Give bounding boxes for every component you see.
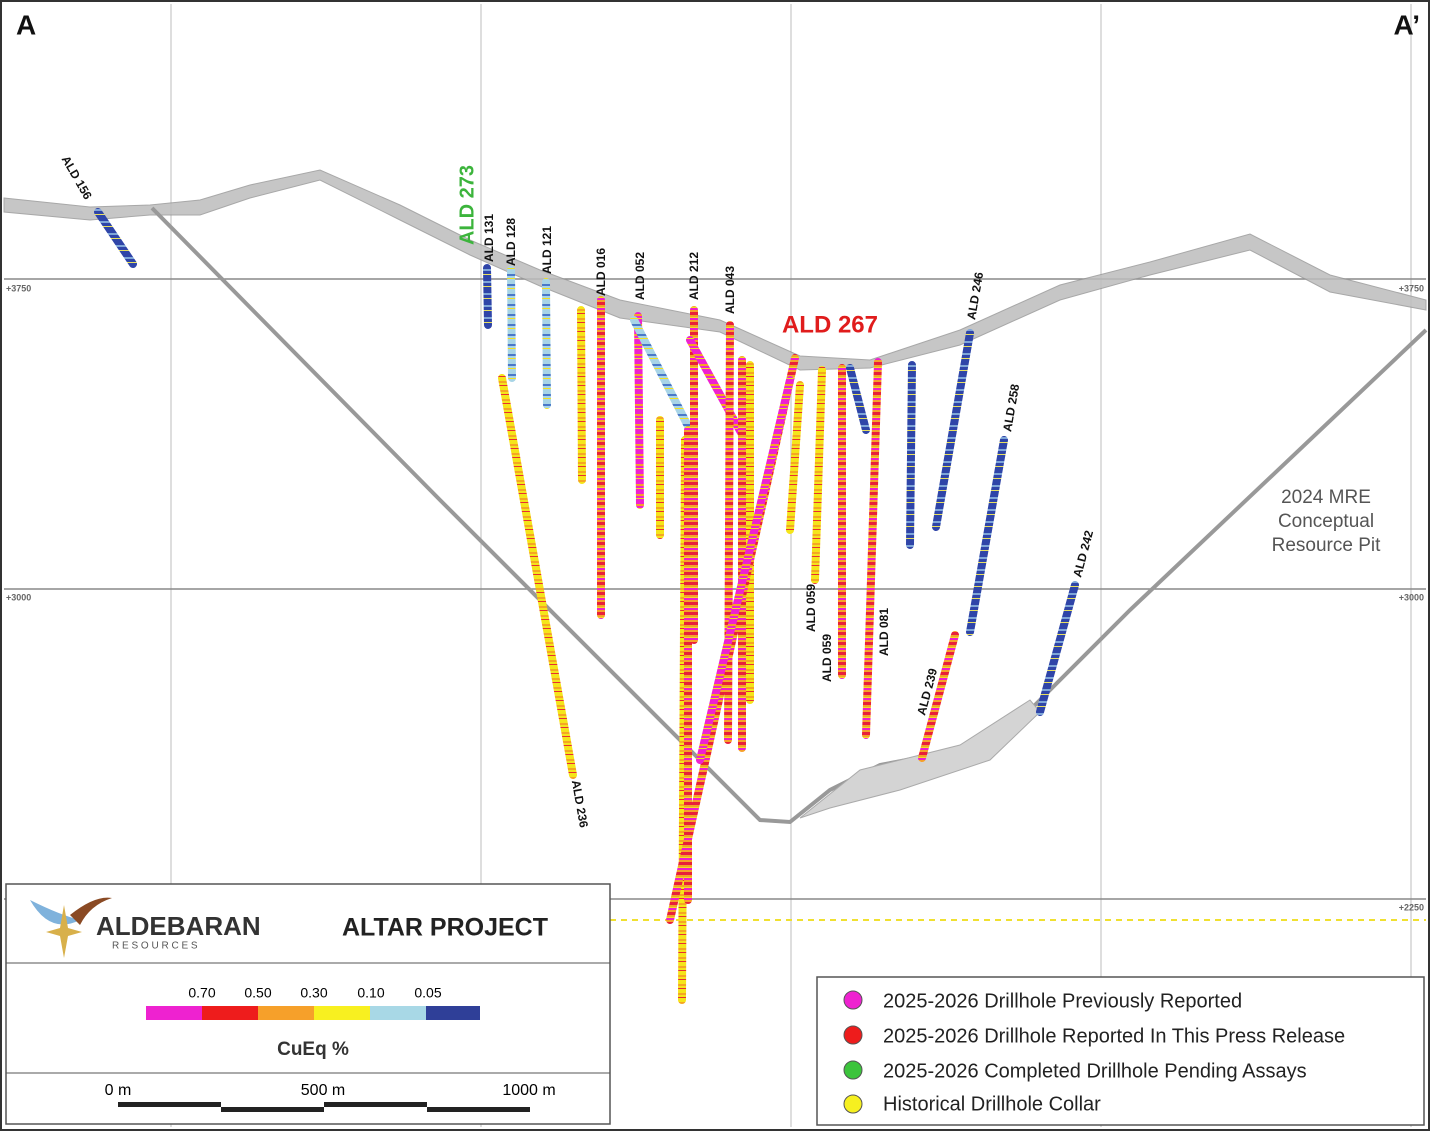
drillhole <box>507 266 516 382</box>
hole-label: ALD 081 <box>877 608 891 656</box>
legend-label: 2025-2026 Drillhole Previously Reported <box>883 990 1242 1012</box>
hole-label: ALD 016 <box>594 248 608 296</box>
hole-label: ALD 059 <box>804 584 818 632</box>
drillhole <box>906 361 916 549</box>
pit-label: Resource Pit <box>1272 535 1381 556</box>
hole-label: ALD 267 <box>782 311 878 338</box>
scale-value: 0.10 <box>357 985 384 1001</box>
legend-label: 2025-2026 Drillhole Reported In This Pre… <box>883 1025 1345 1047</box>
elevation-label: +3750 <box>6 283 31 293</box>
drillhole <box>966 436 1008 636</box>
section-end: A’ <box>1394 9 1420 40</box>
scale-title: CuEq % <box>277 1039 349 1060</box>
drillhole <box>918 631 959 762</box>
scale-bar-label: 0 m <box>105 1082 132 1099</box>
hole-label: ALD 128 <box>504 218 518 266</box>
drillhole <box>498 374 577 779</box>
section-start: A <box>16 9 36 40</box>
project-title: ALTAR PROJECT <box>342 914 548 942</box>
drillhole <box>724 321 734 744</box>
drillhole <box>696 376 794 764</box>
drillhole <box>811 366 826 584</box>
drillhole <box>630 316 694 434</box>
drillhole <box>846 364 870 434</box>
drillhole <box>577 306 586 484</box>
company-sub: R E S O U R C E S <box>112 941 198 952</box>
drillhole <box>1036 581 1079 716</box>
drillhole <box>94 208 137 268</box>
pit-label: 2024 MRE <box>1281 487 1371 508</box>
drillhole <box>483 264 492 329</box>
topography <box>3 169 1427 371</box>
hole-label: ALD 059 <box>820 634 834 682</box>
title-block: ALDEBARAN R E S O U R C E S ALTAR PROJEC… <box>5 883 611 1125</box>
hole-label: ALD 212 <box>687 252 701 300</box>
legend-label: Historical Drillhole Collar <box>883 1093 1101 1115</box>
scale-bar-label: 500 m <box>301 1082 345 1099</box>
drillhole <box>932 329 974 531</box>
logo <box>30 900 80 925</box>
elevation-label: +3000 <box>6 592 31 602</box>
legend-swatch <box>843 1060 863 1080</box>
scale-bar-label: 1000 m <box>502 1082 555 1099</box>
hole-label: ALD 043 <box>723 266 737 314</box>
company-name: ALDEBARAN <box>96 911 261 941</box>
hole-label: ALD 131 <box>482 214 496 262</box>
logo <box>70 897 112 925</box>
scale-value: 0.70 <box>188 985 215 1001</box>
elevation-label: +3000 <box>1399 592 1424 602</box>
drillholes <box>94 208 1079 1004</box>
scale-value: 0.30 <box>300 985 327 1001</box>
legend-swatch <box>843 1025 863 1045</box>
pit-label: Conceptual <box>1278 511 1374 532</box>
drillhole <box>634 312 644 509</box>
legend-swatch <box>843 1094 863 1114</box>
drillhole <box>686 336 749 444</box>
legend-label: 2025-2026 Completed Drillhole Pending As… <box>883 1060 1307 1082</box>
logo-star <box>46 905 82 958</box>
elevation-label: +2250 <box>1399 902 1424 912</box>
scale-value: 0.05 <box>414 985 441 1001</box>
drillhole <box>542 278 551 409</box>
legend-swatch <box>843 990 863 1010</box>
hole-label: ALD 273 <box>456 165 478 245</box>
hole-label: ALD 121 <box>540 226 554 274</box>
hole-label: ALD 052 <box>633 252 647 300</box>
elevation-label: +3750 <box>1399 283 1424 293</box>
scale-value: 0.50 <box>244 985 271 1001</box>
drillhole <box>862 358 882 739</box>
drillhole <box>786 381 804 534</box>
legend: 2025-2026 Drillhole Previously Reported … <box>816 976 1425 1126</box>
